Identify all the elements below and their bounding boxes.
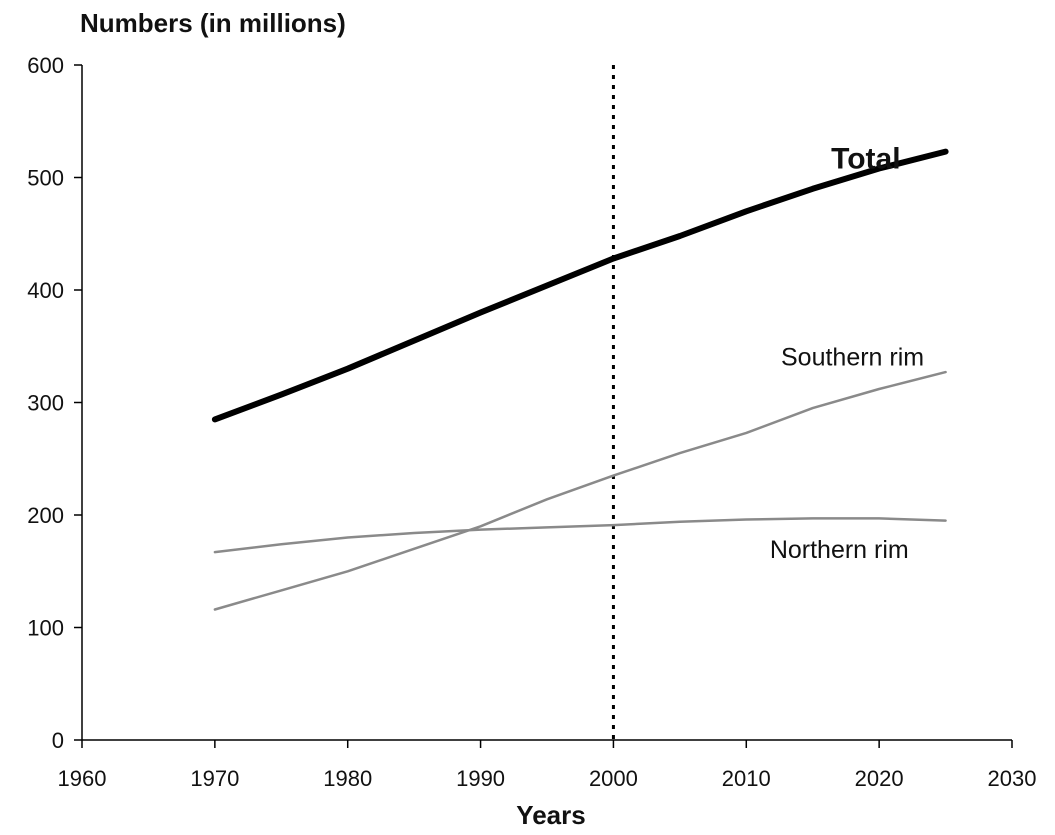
y-axis-title: Numbers (in millions) (80, 8, 346, 38)
y-tick-label: 200 (27, 503, 64, 528)
y-tick-label: 400 (27, 278, 64, 303)
series-line-southern-rim (213, 370, 947, 611)
x-tick-label: 1980 (323, 766, 372, 791)
x-tick-label: 2000 (589, 766, 638, 791)
x-tick-label: 2030 (988, 766, 1037, 791)
x-tick-label: 2010 (722, 766, 771, 791)
y-tick-label: 300 (27, 391, 64, 416)
y-tick-label: 100 (27, 616, 64, 641)
series-label-total: Total (831, 142, 900, 175)
x-tick-label: 1970 (190, 766, 239, 791)
x-axis-title: Years (516, 800, 586, 830)
series-line-northern-rim (213, 517, 947, 554)
x-tick-label: 1960 (58, 766, 107, 791)
y-tick-label: 600 (27, 53, 64, 78)
y-tick-label: 0 (52, 728, 64, 753)
series-line-total (211, 148, 949, 423)
series-label-southern-rim: Southern rim (781, 343, 924, 371)
series-label-northern-rim: Northern rim (770, 536, 909, 564)
x-tick-label: 2020 (855, 766, 904, 791)
y-tick-label: 500 (27, 166, 64, 191)
x-tick-label: 1990 (456, 766, 505, 791)
